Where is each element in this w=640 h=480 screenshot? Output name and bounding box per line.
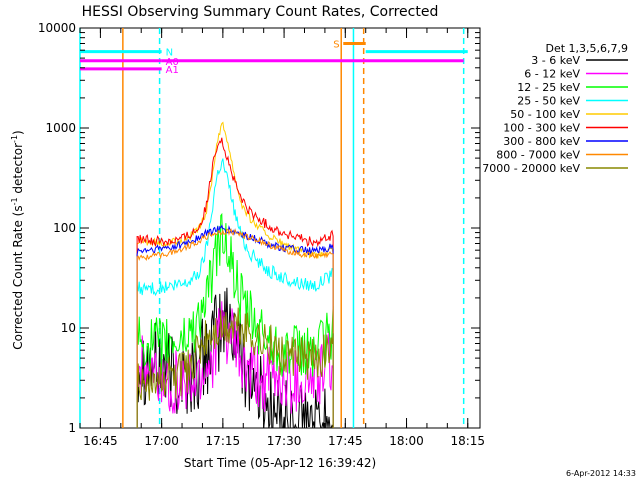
series-800-7000-kev <box>136 228 334 428</box>
legend-label: 7000 - 20000 keV <box>482 162 580 175</box>
y-axis-label: Corrected Count Rate (s-1 detector-1) <box>10 130 25 349</box>
legend-title: Det 1,3,5,6,7,9 <box>545 42 628 55</box>
x-tick-label: 17:00 <box>144 434 179 448</box>
y-tick-label: 1000 <box>45 121 76 135</box>
y-axis-label-sup1: -1 <box>10 197 19 205</box>
y-axis-label-sup2: -1 <box>10 135 19 143</box>
x-tick-label: 17:45 <box>328 434 363 448</box>
x-axis-label: Start Time (05-Apr-12 16:39:42) <box>184 456 376 470</box>
series-100-300-kev <box>136 137 334 428</box>
marker-label: N <box>166 48 173 59</box>
chart-title: HESSI Observing Summary Count Rates, Cor… <box>82 4 439 20</box>
legend-label: 800 - 7000 keV <box>496 149 580 162</box>
series-6-12-kev <box>136 301 334 428</box>
marker-label: S <box>333 39 339 50</box>
axis-ticks: 1 10 100 1000 10000 16:45 17:00 17:15 17:30 17:45… <box>38 21 485 448</box>
y-axis-label-end: ) <box>11 130 25 135</box>
x-tick-label: 17:30 <box>267 434 302 448</box>
y-tick-label: 10 <box>61 321 76 335</box>
legend-label: 6 - 12 keV <box>524 68 580 81</box>
legend-label: 300 - 800 keV <box>503 135 580 148</box>
series-lines <box>136 121 334 429</box>
marker-label: A1 <box>166 65 179 76</box>
x-tick-label: 16:45 <box>83 434 118 448</box>
y-tick-label: 100 <box>53 221 76 235</box>
legend-label: 3 - 6 keV <box>531 54 580 67</box>
series-7000-20000-kev <box>136 307 334 428</box>
y-tick-label: 1 <box>68 421 76 435</box>
footer-date: 6-Apr-2012 14:33 <box>566 469 636 478</box>
series-12-25-kev <box>136 212 334 428</box>
legend-label: 12 - 25 keV <box>517 81 580 94</box>
series-25-50-kev <box>136 158 334 428</box>
legend-label: 25 - 50 keV <box>517 95 580 108</box>
y-axis-label-main: Corrected Count Rate (s <box>11 205 25 349</box>
x-tick-label: 18:00 <box>389 434 424 448</box>
attenuator-markers: NA0A1S <box>80 39 468 76</box>
x-tick-label: 17:15 <box>206 434 241 448</box>
y-axis-label-mid: detector <box>11 143 25 198</box>
time-markers <box>79 28 465 428</box>
legend-label: 100 - 300 keV <box>503 122 580 135</box>
legend-label: 50 - 100 keV <box>510 108 580 121</box>
x-tick-label: 18:15 <box>450 434 485 448</box>
y-tick-label: 10000 <box>38 21 76 35</box>
